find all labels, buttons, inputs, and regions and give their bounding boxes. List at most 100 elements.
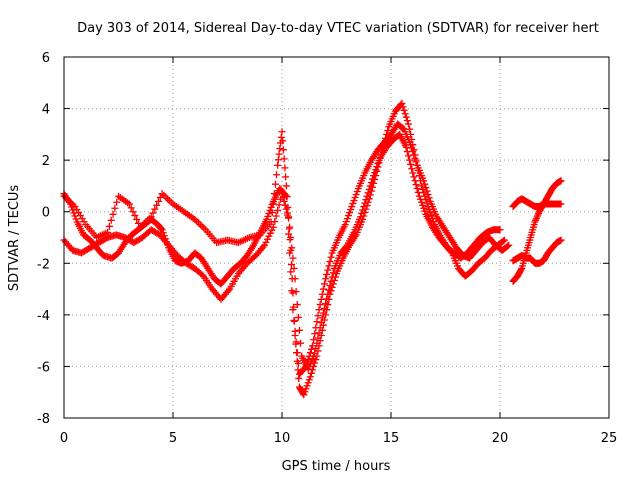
data-point [111,204,119,212]
data-point [424,203,432,211]
data-point [420,189,428,197]
data-point [268,226,276,234]
data-point [269,223,277,231]
data-point [275,201,283,209]
data-point [278,128,286,136]
data-point [272,212,280,220]
data-point [418,182,426,190]
data-point [407,130,415,138]
data-point [418,198,426,206]
data-point [406,125,414,133]
data-point [370,179,378,187]
data-point [280,197,288,205]
data-point [403,148,411,156]
data-point [361,209,369,217]
data-point [373,167,381,175]
plot-frame [63,56,610,419]
x-tick-label: 0 [60,431,68,446]
data-point [376,154,384,162]
data-point [318,326,326,334]
data-point [133,215,141,223]
x-tick-label: 10 [274,431,291,446]
data-point [157,225,165,233]
data-point [264,212,272,220]
data-point [262,238,270,246]
data-point [344,212,352,220]
data-point [312,356,320,364]
data-point [287,261,295,269]
data-point [342,218,350,226]
data-point [505,241,513,249]
axis-ticks: 0 5 10 15 20 25 -8 -6 -4 -2 0 2 4 6 [37,51,617,446]
data-point [557,177,565,185]
data-point [330,276,338,284]
y-tick-label: -4 [37,309,50,324]
data-point [290,264,298,272]
data-point [315,306,323,314]
data-point [378,146,386,154]
data-point [270,190,278,198]
y-axis-label: SDTVAR / TECUs [7,185,22,292]
x-axis-label: GPS time / hours [282,459,391,474]
data-point [327,253,335,261]
data-point [282,182,290,190]
data-point [131,212,139,220]
chart-title: Day 303 of 2014, Sidereal Day-to-day VTE… [77,21,599,36]
data-point [499,237,507,245]
data-point [109,210,117,218]
data-point [400,106,408,114]
data-point [310,362,318,370]
data-point [383,130,391,138]
data-point [267,218,275,226]
data-point [398,99,406,107]
data-point [147,213,155,221]
data-point [284,203,292,211]
series-track-d [509,195,565,211]
data-point [428,215,436,223]
data-point [309,366,317,374]
data-point [319,321,327,329]
y-tick-label: -6 [37,360,50,375]
data-point [359,215,367,223]
data-point [346,209,354,217]
data-point [411,151,419,159]
data-point [305,376,313,384]
data-point [278,190,286,198]
data-point [307,369,315,377]
data-point [280,155,288,163]
data-point [410,146,418,154]
data-point [406,156,414,164]
data-point [327,287,335,295]
data-point [113,198,121,206]
series-track-f [509,236,565,267]
data-point [295,326,303,334]
data-point [153,201,161,209]
data-point [307,345,315,353]
data-point [430,218,438,226]
data-point [326,258,334,266]
data-point [286,236,294,244]
data-point [363,202,371,210]
data-point [276,145,284,153]
data-point [412,181,420,189]
data-point [158,226,166,234]
data-point [419,201,427,209]
data-point [300,391,308,399]
data-point [292,340,300,348]
y-tick-label: -2 [37,257,50,272]
y-tick-label: 4 [42,103,50,118]
data-point [273,171,281,179]
data-point [274,156,282,164]
data-point [557,236,565,244]
data-point [380,138,388,146]
data-point [323,270,331,278]
data-point [372,172,380,180]
series-track-e [509,177,565,285]
data-point [271,180,279,188]
data-point [408,165,416,173]
data-point [288,275,296,283]
data-point [290,303,298,311]
data-point [500,236,508,244]
data-point [341,221,349,229]
data-point [365,195,373,203]
